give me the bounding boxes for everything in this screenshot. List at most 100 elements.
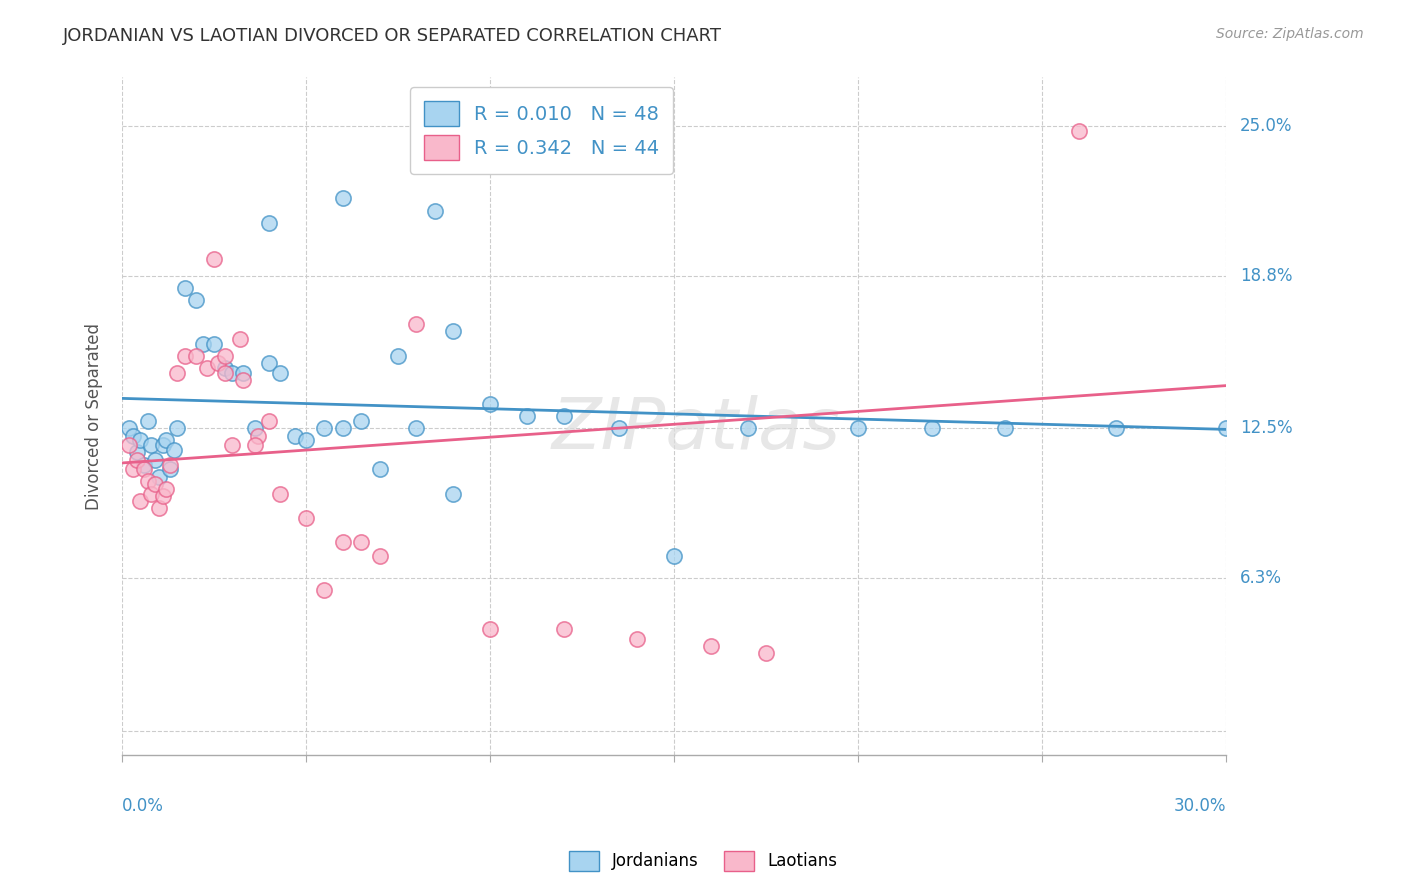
Point [1067,123,1090,137]
Point [143,477,166,491]
Point [441,325,464,339]
Legend: R = 0.010   N = 48, R = 0.342   N = 44: R = 0.010 N = 48, R = 0.342 N = 44 [411,87,673,174]
Point [607,421,630,435]
Point [195,360,218,375]
Point [269,486,291,500]
Point [162,443,184,458]
Point [136,475,159,489]
Text: Source: ZipAtlas.com: Source: ZipAtlas.com [1216,27,1364,41]
Point [332,421,354,435]
Point [191,336,214,351]
Point [994,421,1017,435]
Point [516,409,538,424]
Point [159,458,181,472]
Legend: Jordanians, Laotians: Jordanians, Laotians [561,842,845,880]
Point [479,397,502,411]
Point [846,421,869,435]
Point [368,462,391,476]
Point [148,469,170,483]
Point [700,639,723,653]
Point [405,421,427,435]
Point [155,482,177,496]
Point [259,216,281,230]
Point [152,489,174,503]
Point [125,452,148,467]
Point [553,409,575,424]
Point [332,191,354,205]
Point [118,421,141,435]
Point [553,622,575,636]
Point [184,293,207,307]
Point [1105,421,1128,435]
Point [295,510,318,524]
Point [284,428,307,442]
Point [202,336,225,351]
Point [202,252,225,266]
Point [441,486,464,500]
Point [332,535,354,549]
Point [122,428,145,442]
Point [259,414,281,428]
Point [129,434,152,448]
Point [118,438,141,452]
Point [129,493,152,508]
Point [214,360,236,375]
Point [243,421,266,435]
Text: 25.0%: 25.0% [1240,117,1292,135]
Y-axis label: Divorced or Separated: Divorced or Separated [86,323,103,509]
Point [221,366,243,380]
Point [214,366,236,380]
Point [173,281,195,295]
Point [125,445,148,459]
Text: 18.8%: 18.8% [1240,267,1292,285]
Point [314,583,336,598]
Point [479,622,502,636]
Point [141,486,163,500]
Point [387,349,409,363]
Point [269,366,291,380]
Point [221,438,243,452]
Point [662,549,685,564]
Point [737,421,759,435]
Text: JORDANIAN VS LAOTIAN DIVORCED OR SEPARATED CORRELATION CHART: JORDANIAN VS LAOTIAN DIVORCED OR SEPARAT… [63,27,723,45]
Point [350,414,373,428]
Text: 0.0%: 0.0% [122,797,165,814]
Point [423,203,446,218]
Point [143,452,166,467]
Point [184,349,207,363]
Point [148,501,170,516]
Text: 6.3%: 6.3% [1240,569,1282,587]
Point [134,462,156,476]
Point [259,356,281,370]
Text: 12.5%: 12.5% [1240,419,1292,437]
Point [166,421,188,435]
Point [207,356,229,370]
Point [173,349,195,363]
Point [368,549,391,564]
Point [232,366,254,380]
Point [134,458,156,472]
Point [166,366,188,380]
Text: 30.0%: 30.0% [1174,797,1226,814]
Point [405,317,427,331]
Point [243,438,266,452]
Text: ZIPatlas: ZIPatlas [551,395,841,464]
Point [136,414,159,428]
Point [159,462,181,476]
Point [214,349,236,363]
Point [350,535,373,549]
Point [155,434,177,448]
Point [921,421,943,435]
Point [229,332,252,346]
Point [122,462,145,476]
Point [314,421,336,435]
Point [141,438,163,452]
Point [232,373,254,387]
Point [295,434,318,448]
Point [755,646,778,660]
Point [626,632,648,646]
Point [1215,421,1237,435]
Point [152,438,174,452]
Point [1031,34,1053,48]
Point [247,428,270,442]
